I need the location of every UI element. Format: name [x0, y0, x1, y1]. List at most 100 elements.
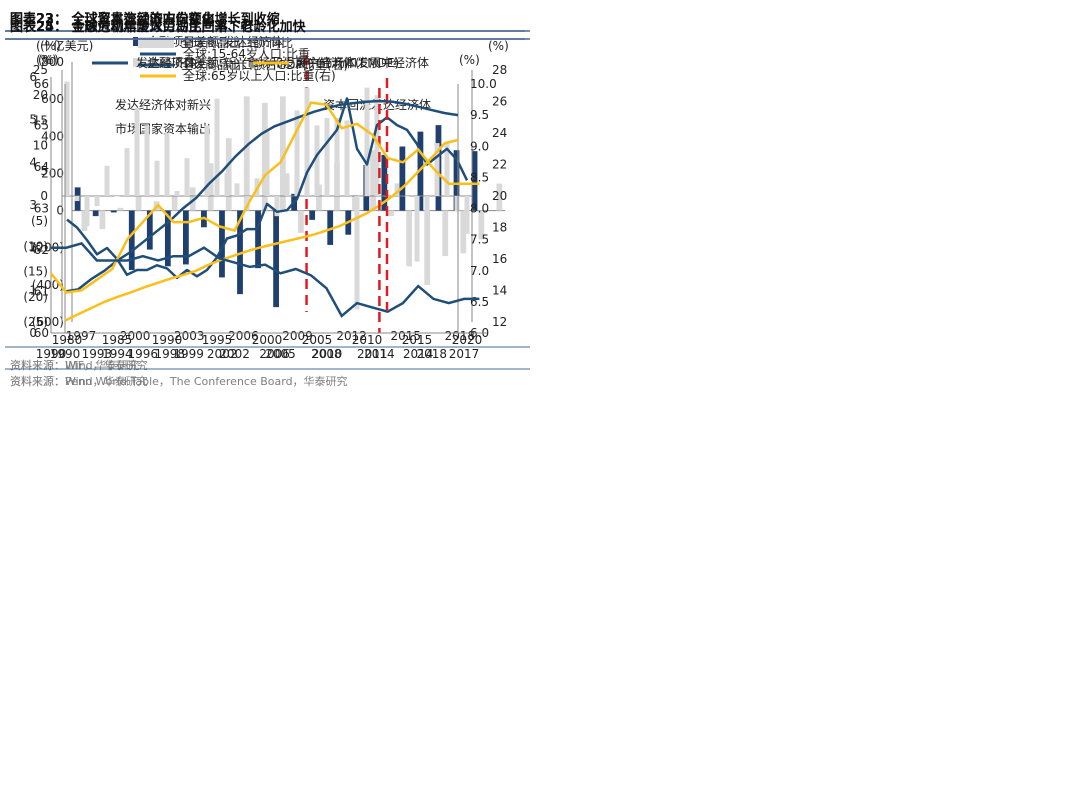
chart-title: 图表24： 全球劳动年龄人口占比回落、老龄化加快	[10, 19, 307, 35]
bar-exports-yoy	[164, 133, 170, 196]
bar-exports-yoy	[314, 125, 320, 196]
bar-exports-yoy	[274, 196, 280, 217]
y-tick-label: 61	[34, 285, 49, 299]
bar-exports-yoy	[444, 143, 450, 196]
bar-exports-yoy	[454, 196, 460, 212]
line-15-64	[64, 99, 459, 293]
bar-emde	[189, 187, 196, 211]
legend-label-developed: 发达经济体	[136, 55, 196, 70]
bar-exports-yoy	[94, 196, 100, 207]
bar-exports-yoy	[354, 196, 360, 310]
y2-tick-label: 7.0	[470, 264, 489, 278]
legend-label-developed: 金融项目差额:发达经济体	[147, 34, 283, 49]
bar-exports-yoy	[464, 196, 470, 234]
y-tick-label: (10)	[23, 239, 48, 253]
x-tick-label: 2006	[259, 347, 290, 361]
y-tick-label: 800	[41, 55, 64, 69]
bar-emde	[99, 210, 106, 230]
chart-panel-trade-share: 图表23： 全球贸易在经济中份额由增长到收缩 (%) (%) 全球商品出口额:同…	[0, 0, 530, 392]
y-tick-label: 5	[40, 164, 48, 178]
line-65plus	[64, 138, 459, 322]
bar-exports-yoy	[124, 148, 130, 196]
bar-exports-yoy	[114, 196, 120, 197]
x-tick-label: 1980	[52, 333, 83, 347]
bar-exports-yoy	[344, 120, 350, 196]
y-tick-label: (5)	[31, 214, 48, 228]
y2-tick-label: 26	[492, 95, 507, 109]
x-tick-label: 1990	[50, 347, 81, 361]
y-tick-label: 2	[29, 241, 37, 255]
y-tick-label: 0	[29, 326, 37, 340]
bar-exports-yoy	[174, 190, 180, 196]
right-unit-label: (%)	[459, 53, 480, 67]
bar-emde	[81, 210, 88, 231]
right-unit-label: (%)	[488, 39, 509, 53]
bar-emde	[406, 210, 413, 267]
bar-developed	[164, 210, 171, 267]
line-emde	[50, 101, 480, 294]
bar-exports-yoy	[334, 117, 340, 196]
y2-tick-label: 12	[492, 315, 507, 329]
y-tick-label: 62	[34, 243, 49, 257]
chart-title: 图表25： 金融危机后全球劳动生产率下行	[10, 19, 254, 35]
bar-emde	[279, 96, 286, 211]
y2-tick-label: 7.5	[470, 233, 489, 247]
bar-exports-yoy	[364, 87, 370, 196]
y-tick-label: (15)	[23, 265, 48, 279]
legend-swatch-developed	[133, 37, 142, 46]
left-unit-label: (%)	[36, 53, 57, 67]
bar-exports-yoy	[324, 117, 330, 196]
x-tick-label: 1999	[173, 347, 204, 361]
chart-title: 图表22： 全球资本流动的方向变化	[10, 11, 215, 27]
y-tick-label: (600)	[32, 315, 64, 329]
x-tick-label: 2002	[207, 347, 238, 361]
y2-tick-label: 24	[492, 126, 507, 140]
y2-tick-label: 20	[492, 189, 507, 203]
legend: 全球:15-64岁人口:比重 全球:65岁以上人口:比重(右)	[140, 46, 336, 83]
y-tick-label: 3	[29, 198, 37, 212]
y-tick-label: 66	[34, 77, 49, 91]
x-tick-label: 1990	[36, 347, 67, 361]
bar-exports-yoy	[144, 125, 150, 196]
y2-tick-label: 10.0	[470, 77, 497, 91]
x-tick-label: 1985	[102, 333, 133, 347]
bar-developed	[128, 210, 135, 270]
y2-tick-label: 18	[492, 221, 507, 235]
y-tick-label: 4	[29, 155, 37, 169]
y-tick-label: 1	[29, 283, 37, 297]
bar-developed	[381, 154, 388, 211]
legend-label-emde: 新兴市场和发展中经济体	[297, 55, 429, 70]
y-tick-label: 65	[34, 119, 49, 133]
y2-tick-label: 28	[492, 63, 507, 77]
bar-exports-yoy	[184, 158, 190, 196]
bar-exports-yoy	[74, 196, 80, 202]
x-tick-label: 1996	[128, 347, 159, 361]
bar-emde	[424, 210, 431, 285]
y-tick-label: 10	[33, 139, 48, 153]
bar-exports-yoy	[244, 196, 250, 204]
x-tick-label: 2018	[417, 347, 448, 361]
x-tick-label: 1994	[102, 347, 133, 361]
bar-exports-yoy	[64, 81, 70, 196]
bar-developed	[255, 210, 261, 269]
bar-emde	[117, 207, 124, 211]
y-tick-label: 200	[41, 166, 64, 180]
y-tick-label: 0	[40, 189, 48, 203]
left-unit-label: (%)	[40, 39, 61, 53]
y2-tick-label: 14	[492, 284, 507, 298]
line-developed	[51, 241, 480, 318]
y-tick-label: 0	[56, 204, 64, 218]
x-tick-label: 2005	[265, 347, 296, 361]
bar-emde	[207, 163, 214, 211]
bar-emde	[388, 210, 395, 217]
bar-exports-yoy	[104, 165, 110, 196]
legend-swatch-emde	[133, 58, 142, 67]
bar-exports-yoy	[294, 110, 300, 196]
bar-exports-yoy	[154, 160, 160, 196]
bar-emde	[442, 210, 449, 257]
x-tick-label: 2010	[312, 347, 343, 361]
x-tick-label: 2014	[403, 347, 434, 361]
y-tick-label: (25)	[23, 315, 48, 329]
left-unit-label: (%)	[38, 53, 59, 67]
